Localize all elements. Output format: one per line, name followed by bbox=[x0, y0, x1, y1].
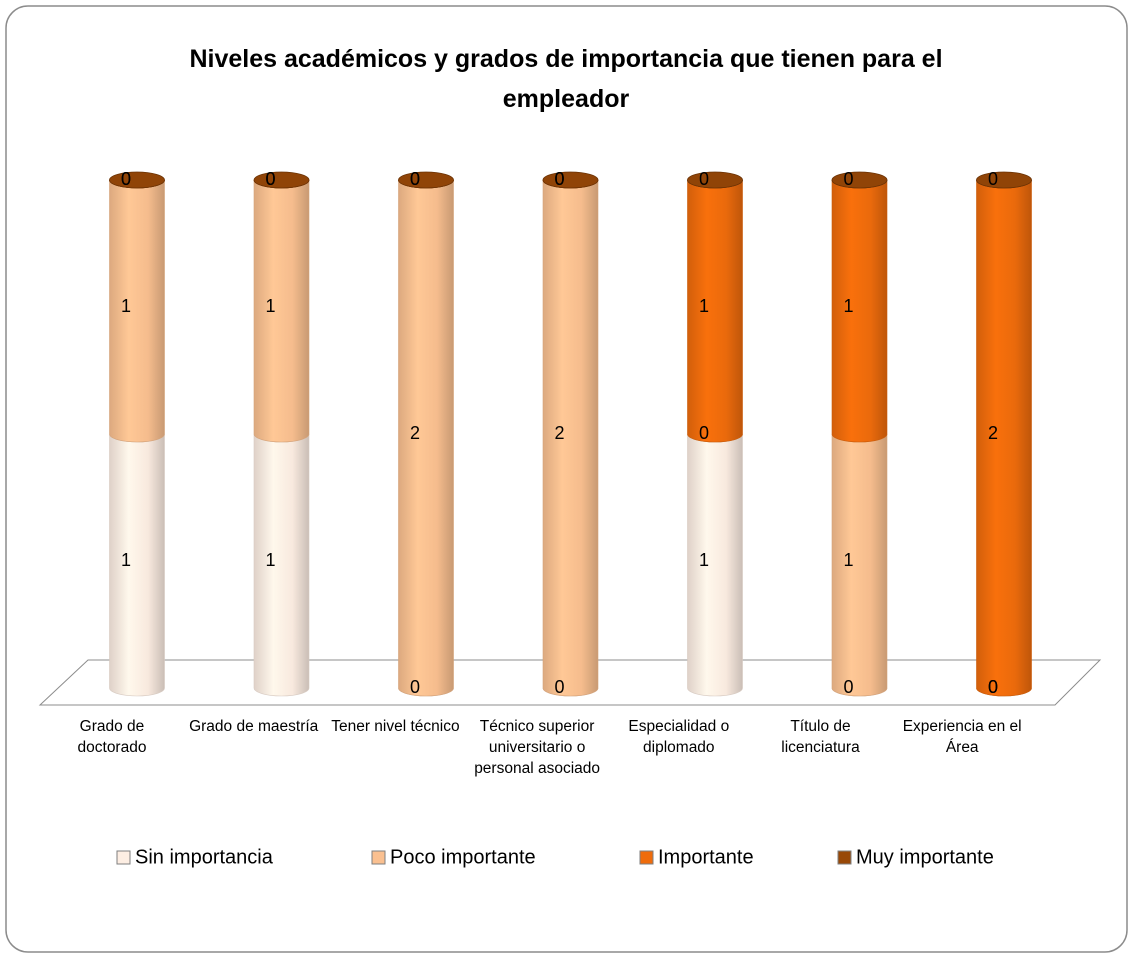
cylinder-segment bbox=[398, 179, 454, 697]
cylinder-cap bbox=[398, 171, 454, 189]
cylinder-cap bbox=[687, 171, 743, 189]
data-label: 0 bbox=[554, 169, 564, 189]
cylinder-segment bbox=[253, 179, 310, 443]
data-label: 0 bbox=[554, 677, 564, 697]
data-label: 0 bbox=[699, 423, 709, 443]
data-label: 2 bbox=[554, 423, 564, 443]
data-label: 0 bbox=[121, 169, 131, 189]
legend-swatch bbox=[639, 850, 654, 865]
cylinder-cap bbox=[542, 171, 599, 189]
data-label: 0 bbox=[988, 677, 998, 697]
data-label: 0 bbox=[843, 677, 853, 697]
cylinder-segment bbox=[687, 433, 743, 697]
data-label: 0 bbox=[410, 677, 420, 697]
data-label: 0 bbox=[699, 169, 709, 189]
legend-swatch bbox=[116, 850, 131, 865]
x-tick-label: Grado de doctorado bbox=[77, 718, 147, 756]
legend-label: Sin importancia bbox=[135, 846, 274, 868]
data-label: 0 bbox=[121, 169, 131, 189]
cylinder-segment bbox=[109, 433, 165, 697]
legend-swatch bbox=[371, 850, 386, 865]
cylinder-segment bbox=[831, 179, 888, 443]
legend-label: Importante bbox=[658, 846, 754, 868]
cylinder-cap bbox=[976, 171, 1032, 189]
data-label: 1 bbox=[265, 296, 275, 316]
data-label: 0 bbox=[988, 677, 998, 697]
x-tick-label: Especialidad o diplomado bbox=[628, 718, 730, 756]
data-label: 1 bbox=[699, 550, 709, 570]
legend-swatch bbox=[837, 850, 852, 865]
data-label: 1 bbox=[121, 550, 131, 570]
data-label: 0 bbox=[265, 169, 275, 189]
x-tick-label: Título de licenciatura bbox=[781, 718, 860, 756]
data-label: 0 bbox=[410, 169, 420, 189]
cylinder-segment bbox=[542, 179, 599, 697]
data-label: 1 bbox=[121, 296, 131, 316]
legend-label: Muy importante bbox=[856, 846, 994, 868]
data-label: 1 bbox=[843, 550, 853, 570]
data-label: 0 bbox=[988, 169, 998, 189]
x-tick-label: Grado de maestría bbox=[189, 718, 319, 735]
legend-label: Poco importante bbox=[390, 846, 536, 868]
x-tick-label: Técnico superior universitario o persona… bbox=[474, 718, 600, 777]
data-label: 0 bbox=[843, 169, 853, 189]
cylinder-cap bbox=[831, 171, 888, 189]
data-label: 0 bbox=[410, 169, 420, 189]
data-label: 1 bbox=[843, 296, 853, 316]
chart-title: Niveles académicos y grados de importanc… bbox=[189, 45, 942, 113]
cylinder-segment bbox=[831, 433, 888, 697]
data-label: 1 bbox=[699, 296, 709, 316]
data-label: 2 bbox=[410, 423, 420, 443]
cylinder-segment bbox=[687, 179, 743, 443]
data-label: 1 bbox=[265, 550, 275, 570]
x-tick-label: Experiencia en el Área bbox=[902, 718, 1022, 756]
cylinder-cap bbox=[109, 171, 165, 189]
cylinder-cap bbox=[253, 171, 310, 189]
x-tick-label: Tener nivel técnico bbox=[331, 718, 460, 735]
cylinder-segment bbox=[253, 433, 310, 697]
data-label: 2 bbox=[988, 423, 998, 443]
data-label: 0 bbox=[265, 169, 275, 189]
cylinder-segment bbox=[976, 179, 1032, 697]
data-label: 0 bbox=[554, 169, 564, 189]
cylinder-segment bbox=[109, 179, 165, 443]
